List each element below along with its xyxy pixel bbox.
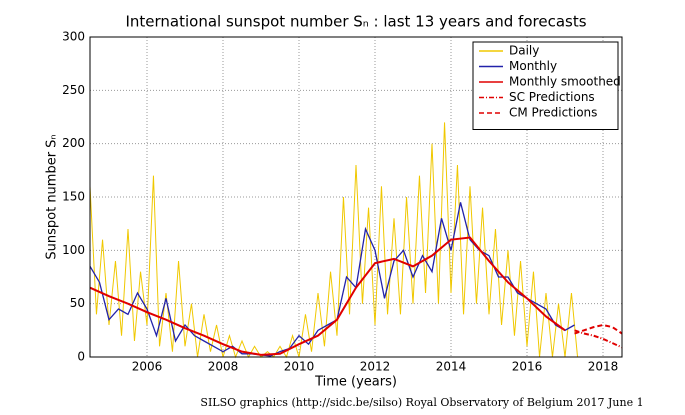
series-line [89,122,579,359]
legend-label: SC Predictions [509,90,595,104]
y-tick-label: 300 [62,30,85,44]
legend-label: Monthly [509,59,557,73]
legend-label: Daily [509,44,539,58]
x-tick-label: 2010 [284,360,315,374]
legend-label: CM Predictions [509,106,597,120]
chart-title: International sunspot number Sₙ : last 1… [125,13,586,31]
y-tick-label: 50 [70,296,85,310]
x-tick-label: 2014 [436,360,467,374]
legend-label: Monthly smoothed [509,75,621,89]
y-tick-label: 150 [62,190,85,204]
y-tick-label: 250 [62,83,85,97]
plot-frame [89,36,623,358]
series-line [89,236,566,356]
legend-box [472,41,619,130]
x-tick-label: 2018 [588,360,619,374]
y-tick-label: 200 [62,136,85,150]
y-axis-label: Sunspot number Sₙ [45,134,60,259]
series-line [89,202,575,357]
y-tick-label: 100 [62,243,85,257]
y-tick-label: 0 [77,350,85,364]
x-axis-label: Time (years) [314,375,397,390]
x-tick-label: 2006 [132,360,163,374]
footer: SILSO graphics (http://sidc.be/silso) Ro… [200,396,643,409]
series-line [574,329,623,349]
series-line [574,323,623,335]
x-tick-label: 2008 [208,360,239,374]
x-tick-label: 2016 [512,360,543,374]
x-tick-label: 2012 [360,360,391,374]
